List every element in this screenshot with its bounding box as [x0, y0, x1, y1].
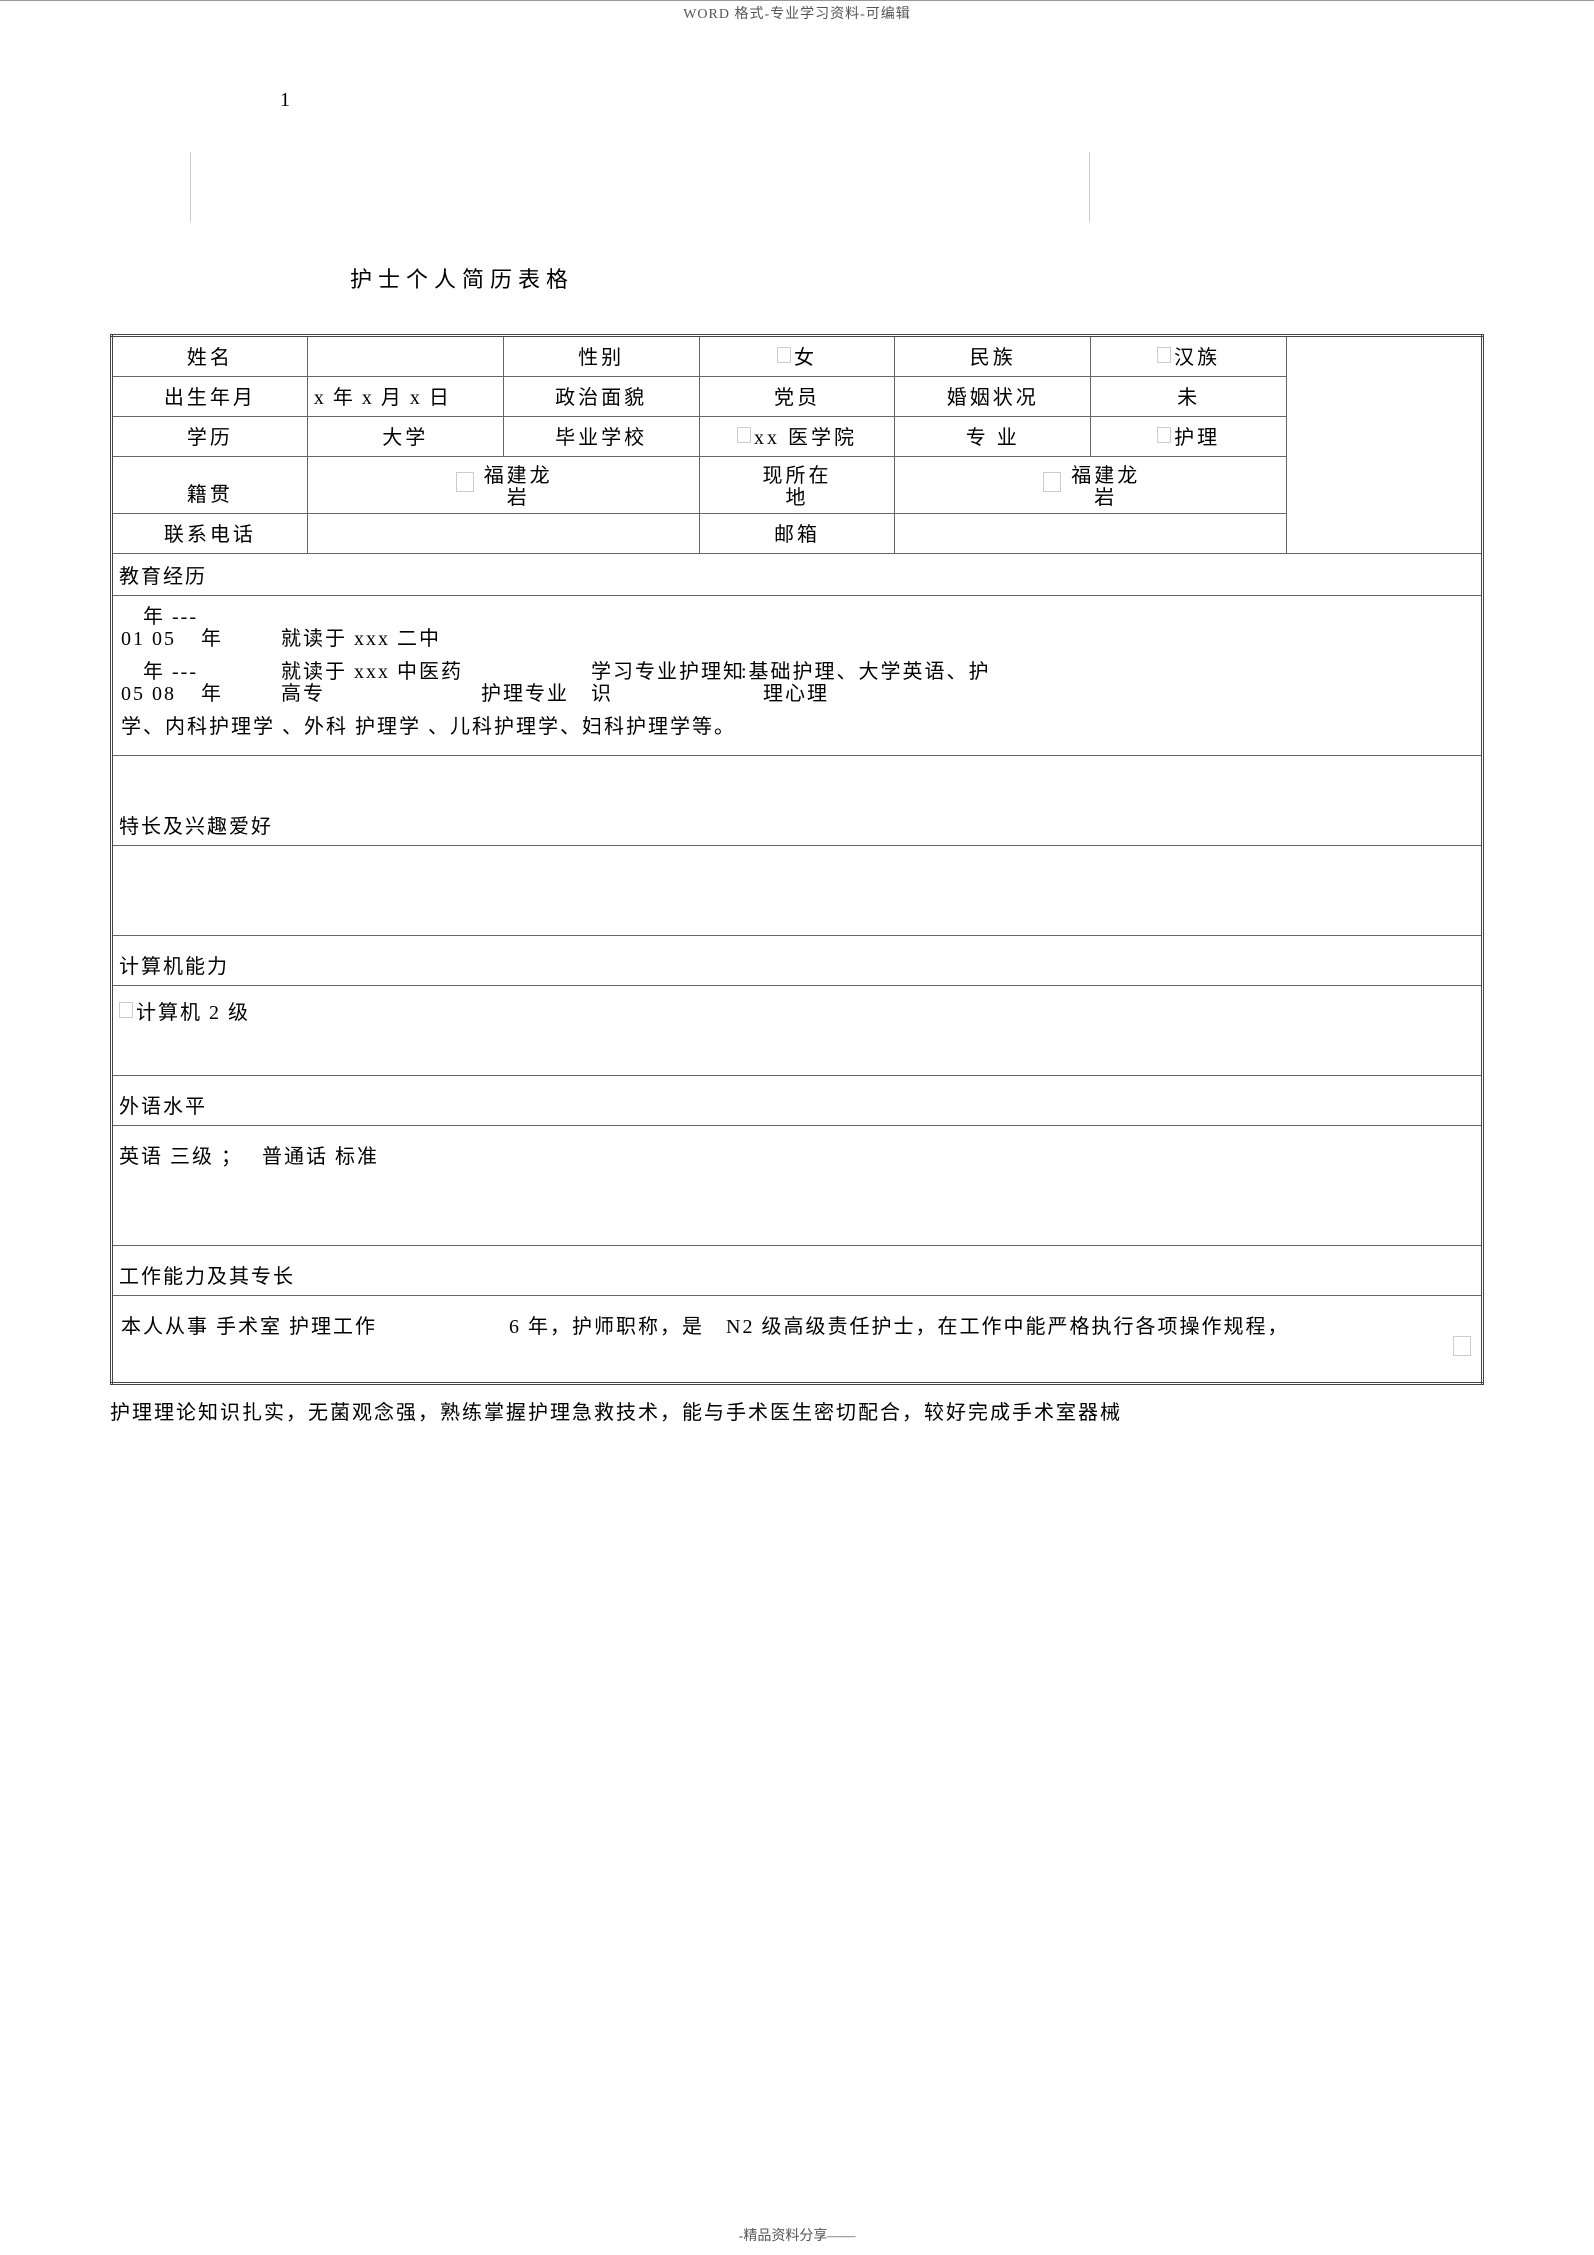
- edu-year-1b: 年: [201, 606, 281, 653]
- value-ethnic: 汉族: [1091, 336, 1287, 377]
- resume-table: 姓名 性别 女 民族 汉族 出生年月 x 年 x 月 x 日 政治面貌 党员 婚…: [110, 334, 1484, 1385]
- location-text: 福建龙岩: [1071, 465, 1140, 509]
- edu-line-1: 年 ---01 05 年 就读于 xxx 二中: [121, 606, 1473, 653]
- edu-line-3: 学、内科护理学 、外科 护理学 、儿科护理学、妇科护理学等。: [121, 714, 1473, 741]
- label-location: 现所在地: [699, 457, 895, 514]
- checkbox-icon: [777, 347, 791, 363]
- section-computer-body: 计算机 2 级: [112, 986, 1483, 1076]
- edu-courses-2: :基础护理、大学英语、护 理心理: [741, 661, 991, 705]
- page-footer: -精品资料分享——: [0, 2225, 1594, 2245]
- box-icon: [1043, 472, 1061, 492]
- section-work-body: 本人从事 手术室 护理工作 6 年，护师职称，是 N2 级高级责任护士，在工作中…: [112, 1296, 1483, 1384]
- checkbox-icon: [1157, 427, 1171, 443]
- origin-text: 福建龙岩: [484, 465, 553, 509]
- overflow-text: 护理理论知识扎实，无菌观念强，熟练掌握护理急救技术，能与手术医生密切配合，较好完…: [110, 1397, 1484, 1429]
- label-gender: 性别: [503, 336, 699, 377]
- value-politics: 党员: [699, 377, 895, 417]
- section-computer-head: 计算机能力: [112, 936, 1483, 986]
- page-header: WORD 格式-专业学习资料-可编辑: [0, 1, 1594, 29]
- section-education-body: 年 ---01 05 年 就读于 xxx 二中 年 ---05 08 年 就读于…: [112, 596, 1483, 756]
- checkbox-icon: [737, 427, 751, 443]
- section-hobby-body: [112, 846, 1483, 936]
- computer-text: 计算机 2 级: [136, 1002, 250, 1024]
- value-birth: x 年 x 月 x 日: [307, 377, 503, 417]
- photo-cell: [1287, 336, 1483, 554]
- value-gender: 女: [699, 336, 895, 377]
- label-edu: 学历: [112, 417, 308, 457]
- box-icon: [456, 472, 474, 492]
- table-row: 出生年月 x 年 x 月 x 日 政治面貌 党员 婚姻状况 未: [112, 377, 1483, 417]
- section-language-body: 英语 三级 ； 普通话 标准: [112, 1126, 1483, 1246]
- table-row: 籍贯 福建龙岩 现所在地 福建龙岩: [112, 457, 1483, 514]
- school-text: xx 医学院: [754, 427, 857, 449]
- table-row: 姓名 性别 女 民族 汉族: [112, 336, 1483, 377]
- table-row: 年 ---01 05 年 就读于 xxx 二中 年 ---05 08 年 就读于…: [112, 596, 1483, 756]
- table-row: 计算机能力: [112, 936, 1483, 986]
- major-text: 护理: [1174, 427, 1220, 449]
- label-origin: 籍贯: [112, 457, 308, 514]
- value-school: xx 医学院: [699, 417, 895, 457]
- value-edu: 大学: [307, 417, 503, 457]
- value-major: 护理: [1091, 417, 1287, 457]
- gender-text: 女: [794, 347, 817, 369]
- value-email: [895, 514, 1287, 554]
- table-row: 外语水平: [112, 1076, 1483, 1126]
- box-icon: [1453, 1336, 1471, 1356]
- section-work-head: 工作能力及其专长: [112, 1246, 1483, 1296]
- table-row: 联系电话 邮箱: [112, 514, 1483, 554]
- document-title: 护士个人简历表格: [350, 262, 1594, 294]
- page: WORD 格式-专业学习资料-可编辑 1 护士个人简历表格 姓名 性别 女 民族…: [0, 0, 1594, 2255]
- table-row: 英语 三级 ； 普通话 标准: [112, 1126, 1483, 1246]
- section-language-head: 外语水平: [112, 1076, 1483, 1126]
- section-hobby-head: 特长及兴趣爱好: [112, 756, 1483, 846]
- table-row: 学历 大学 毕业学校 xx 医学院 专 业 护理: [112, 417, 1483, 457]
- work-text: 本人从事 手术室 护理工作 6 年，护师职称，是 N2 级高级责任护士，在工作中…: [121, 1316, 1289, 1338]
- table-row: 工作能力及其专长: [112, 1246, 1483, 1296]
- value-location: 福建龙岩: [895, 457, 1287, 514]
- table-row: 计算机 2 级: [112, 986, 1483, 1076]
- edu-major-2: 护理专业: [481, 661, 591, 708]
- label-ethnic: 民族: [895, 336, 1091, 377]
- edu-school-1: 就读于 xxx 二中: [281, 606, 441, 653]
- table-row: 特长及兴趣爱好: [112, 756, 1483, 846]
- edu-year-2: 年 ---05 08: [121, 661, 201, 705]
- ethnic-text: 汉族: [1174, 347, 1220, 369]
- label-email: 邮箱: [699, 514, 895, 554]
- value-marital: 未: [1091, 377, 1287, 417]
- table-row: [112, 846, 1483, 936]
- table-row: 教育经历: [112, 554, 1483, 596]
- title-box: [190, 152, 1090, 222]
- label-marital: 婚姻状况: [895, 377, 1091, 417]
- label-phone: 联系电话: [112, 514, 308, 554]
- value-phone: [307, 514, 699, 554]
- label-school: 毕业学校: [503, 417, 699, 457]
- edu-year-1: 年 ---01 05: [121, 606, 201, 650]
- page-number: 1: [280, 89, 1594, 112]
- value-origin: 福建龙岩: [307, 457, 699, 514]
- label-name: 姓名: [112, 336, 308, 377]
- edu-school-2: 就读于 xxx 中医药高专: [281, 661, 481, 705]
- label-major: 专 业: [895, 417, 1091, 457]
- edu-study-2: 学习专业护理知识: [591, 661, 741, 705]
- section-education-head: 教育经历: [112, 554, 1483, 596]
- edu-line-2: 年 ---05 08 年 就读于 xxx 中医药高专 护理专业 学习专业护理知识…: [121, 661, 1473, 708]
- edu-year-2b: 年: [201, 661, 281, 708]
- box-icon: [119, 1002, 133, 1018]
- resume-wrap: 姓名 性别 女 民族 汉族 出生年月 x 年 x 月 x 日 政治面貌 党员 婚…: [110, 334, 1484, 1385]
- label-birth: 出生年月: [112, 377, 308, 417]
- table-row: 本人从事 手术室 护理工作 6 年，护师职称，是 N2 级高级责任护士，在工作中…: [112, 1296, 1483, 1384]
- checkbox-icon: [1157, 347, 1171, 363]
- value-name: [307, 336, 503, 377]
- label-politics: 政治面貌: [503, 377, 699, 417]
